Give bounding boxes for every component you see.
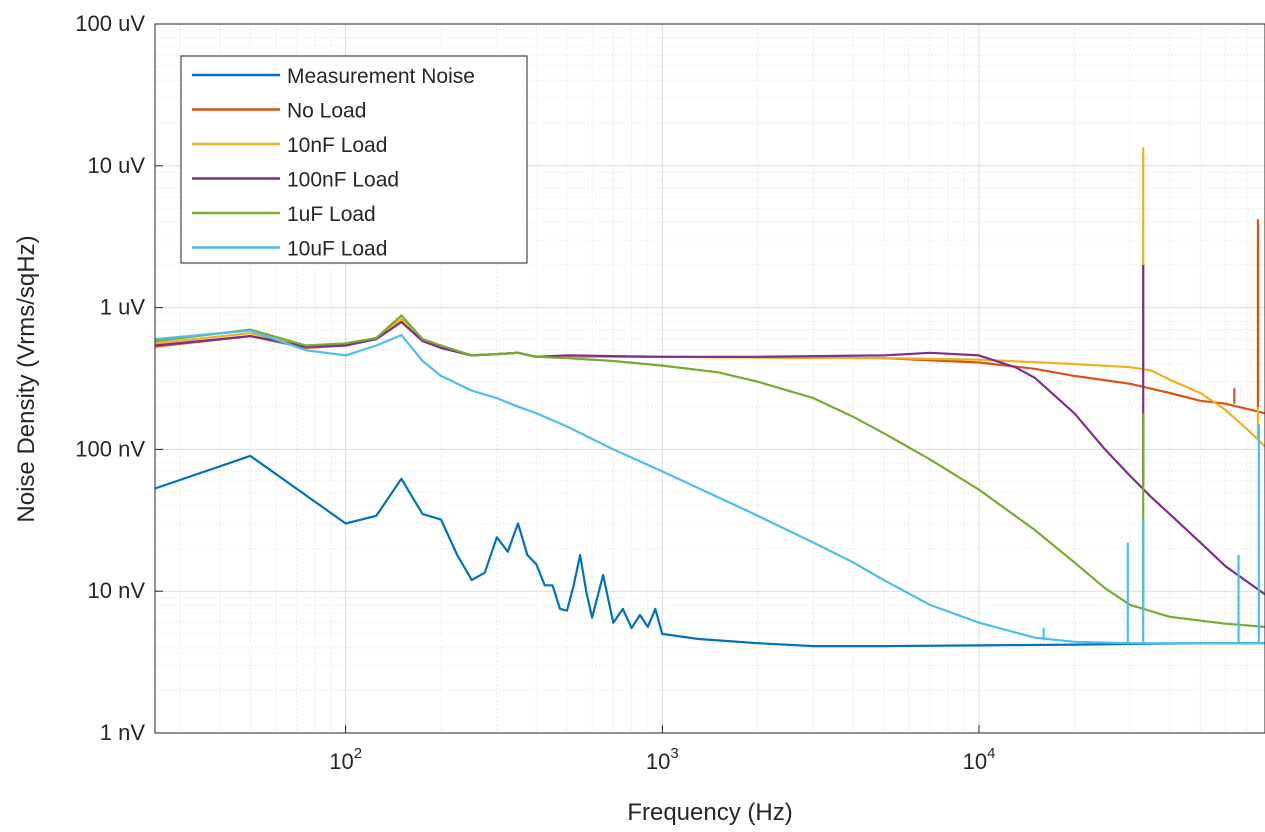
x-tick-label: 102 (329, 745, 362, 774)
legend: Measurement Noise No Load 10nF Load 100nF L… (180, 55, 528, 264)
y-tick-label: 1 nV (100, 720, 146, 745)
x-axis-title: Frequency (Hz) (627, 799, 792, 826)
series-line-4 (155, 314, 1265, 628)
series-line-5 (155, 329, 1265, 645)
y-axis-title: Noise Density (Vrms/sqHz) (13, 235, 40, 522)
series-line-3 (155, 321, 1265, 596)
series-lines (155, 147, 1265, 648)
legend-label: 10nF Load (287, 134, 387, 157)
y-tick-label: 10 nV (88, 578, 146, 603)
y-tick-label: 10 uV (88, 153, 146, 178)
x-tick-label: 103 (646, 745, 679, 774)
y-tick-label: 1 uV (100, 295, 146, 320)
series-line-2 (155, 318, 1265, 448)
x-tick-label: 104 (963, 745, 996, 774)
legend-label: Measurement Noise (287, 65, 475, 88)
series-line-1 (155, 320, 1265, 415)
series-line-0 (155, 454, 1265, 648)
legend-box (180, 55, 528, 264)
plot-frame (154, 23, 1265, 734)
legend-label: 1uF Load (287, 203, 376, 226)
x-axis-ticks: 102 103 104 (329, 725, 995, 774)
y-tick-label: 100 uV (75, 11, 145, 36)
legend-label: 100nF Load (287, 169, 399, 192)
y-tick-label: 100 nV (75, 436, 145, 461)
legend-label: 10uF Load (287, 238, 387, 261)
y-axis-ticks: 1 nV 10 nV 100 nV 1 uV 10 uV 100 uV (75, 11, 163, 745)
legend-label: No Load (287, 100, 366, 123)
